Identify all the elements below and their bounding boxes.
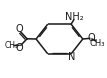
- Text: CH₃: CH₃: [90, 39, 105, 48]
- Text: N: N: [68, 52, 75, 62]
- Text: CH₃: CH₃: [5, 41, 19, 50]
- Text: O: O: [16, 43, 23, 53]
- Text: O: O: [87, 33, 95, 43]
- Text: O: O: [15, 24, 23, 34]
- Text: NH₂: NH₂: [65, 12, 84, 22]
